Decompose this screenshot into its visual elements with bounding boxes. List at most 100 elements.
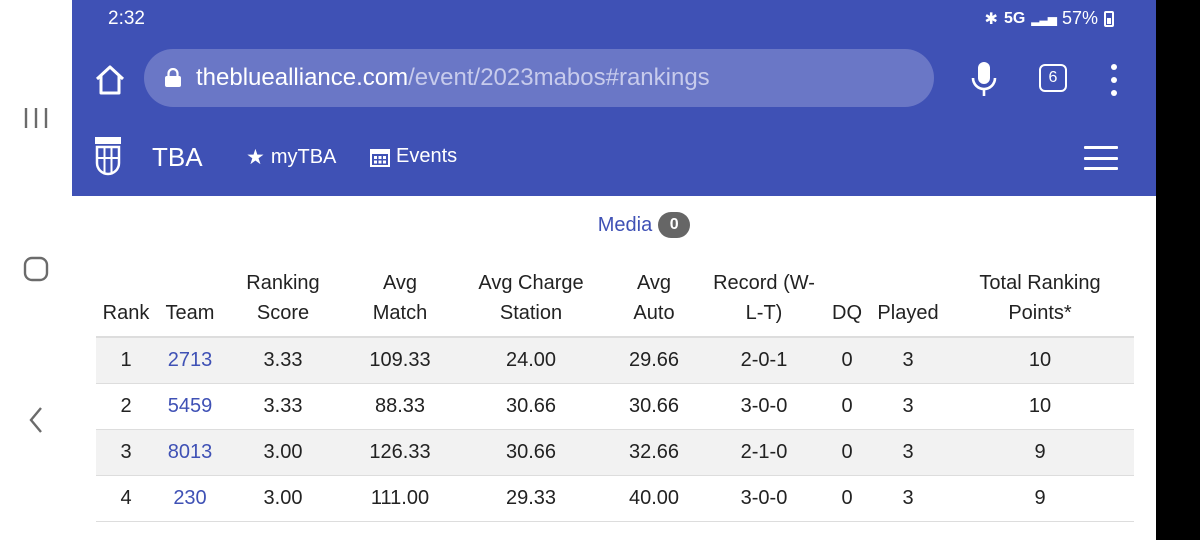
battery-percent: 57% [1061, 8, 1098, 28]
nav-events-label: Events [396, 145, 458, 167]
cell-avg-auto: 30.66 [604, 383, 704, 430]
media-tab-label: Media [597, 213, 653, 236]
cell-avg-match: 126.33 [342, 429, 458, 476]
menu-bar-icon [1084, 146, 1118, 149]
back-arrow-icon [29, 407, 42, 433]
recent-apps-icon [24, 108, 48, 128]
col-header-total-ranking-points[interactable]: Total Ranking Points* [946, 262, 1134, 338]
recent-apps-button[interactable] [14, 96, 58, 140]
more-options-button[interactable] [1102, 64, 1126, 96]
team-link[interactable]: 8013 [167, 440, 213, 463]
cell-record: 2-1-0 [704, 429, 824, 476]
team-link[interactable]: 230 [173, 486, 207, 509]
network-label: 5G [1003, 9, 1026, 27]
voice-search-button[interactable] [970, 60, 998, 100]
cell-team: 5459 [156, 383, 224, 430]
tab-switcher-button[interactable]: 6 [1039, 64, 1067, 92]
cell-record: 3-0-0 [704, 383, 824, 430]
media-tab[interactable]: Media 0 [72, 210, 1156, 240]
table-row: 3 8013 3.00 126.33 30.66 32.66 2-1-0 0 3… [96, 429, 1134, 476]
url-host: thebluealliance.com [196, 64, 409, 91]
system-back-button[interactable] [14, 398, 58, 442]
media-count-badge: 0 [658, 212, 691, 238]
table-row: 2 5459 3.33 88.33 30.66 30.66 3-0-0 0 3 … [96, 383, 1134, 430]
more-dot-icon [1111, 64, 1117, 70]
cell-total-ranking-points: 10 [946, 337, 1134, 384]
cell-played: 3 [870, 475, 946, 522]
cell-dq: 0 [824, 429, 870, 476]
menu-toggle-button[interactable] [1084, 146, 1118, 170]
nav-mytba-label: myTBA [270, 146, 337, 168]
cell-rank: 2 [96, 383, 156, 430]
bluetooth-icon: ✱ [984, 10, 998, 28]
cell-total-ranking-points: 10 [946, 383, 1134, 430]
team-link[interactable]: 2713 [167, 348, 213, 371]
tab-count: 6 [1048, 69, 1058, 86]
screen-edge [1156, 0, 1200, 540]
nav-events-link[interactable]: Events [370, 145, 457, 168]
col-header-dq[interactable]: DQ [824, 262, 870, 338]
browser-toolbar: thebluealliance.com/event/2023mabos#rank… [72, 38, 1156, 120]
cell-dq: 0 [824, 475, 870, 522]
col-header-avg-charge-station[interactable]: Avg Charge Station [458, 262, 604, 338]
status-time: 2:32 [108, 8, 145, 29]
col-header-avg-match[interactable]: Avg Match [342, 262, 458, 338]
cell-played: 3 [870, 429, 946, 476]
url-path: /event/2023mabos#rankings [408, 64, 710, 91]
cell-avg-auto: 29.66 [604, 337, 704, 384]
phone-screen: 2:32 ✱ 5G ▂▃▅ 57% thebluealliance.com/ev… [72, 0, 1156, 540]
star-icon: ★ [246, 146, 265, 169]
cell-avg-charge-station: 30.66 [458, 429, 604, 476]
nav-mytba-link[interactable]: ★ myTBA [246, 145, 336, 170]
lock-icon [165, 68, 181, 87]
cell-ranking-score: 3.00 [224, 429, 342, 476]
address-bar[interactable]: thebluealliance.com/event/2023mabos#rank… [144, 49, 934, 107]
browser-home-button[interactable] [92, 62, 128, 98]
site-brand[interactable]: TBA [152, 142, 203, 172]
cell-rank: 3 [96, 429, 156, 476]
tba-logo-icon[interactable] [94, 136, 122, 178]
battery-icon [1104, 10, 1114, 27]
menu-bar-icon [1084, 167, 1118, 170]
home-icon [95, 65, 125, 95]
team-link[interactable]: 5459 [167, 394, 213, 417]
col-header-rank[interactable]: Rank [96, 262, 156, 338]
cell-ranking-score: 3.33 [224, 383, 342, 430]
col-header-ranking-score[interactable]: Ranking Score [224, 262, 342, 338]
cell-dq: 0 [824, 337, 870, 384]
status-bar: 2:32 ✱ 5G ▂▃▅ 57% [72, 0, 1156, 38]
cell-dq: 0 [824, 383, 870, 430]
cell-played: 3 [870, 337, 946, 384]
calendar-icon [370, 148, 390, 167]
url-text: thebluealliance.com/event/2023mabos#rank… [196, 64, 710, 92]
cell-record: 2-0-1 [704, 337, 824, 384]
rankings-table: Rank Team Ranking Score Avg Match Avg Char… [96, 262, 1134, 522]
table-header-row: Rank Team Ranking Score Avg Match Avg Char… [96, 262, 1134, 338]
cell-played: 3 [870, 383, 946, 430]
cell-ranking-score: 3.00 [224, 475, 342, 522]
col-header-record[interactable]: Record (W- L-T) [704, 262, 824, 338]
cell-team: 230 [156, 475, 224, 522]
cell-total-ranking-points: 9 [946, 429, 1134, 476]
site-navbar: TBA ★ myTBA Events [72, 120, 1156, 196]
cell-team: 8013 [156, 429, 224, 476]
table-row: 4 230 3.00 111.00 29.33 40.00 3-0-0 0 3 … [96, 475, 1134, 522]
cell-rank: 4 [96, 475, 156, 522]
menu-bar-icon [1084, 156, 1118, 160]
table-row: 1 2713 3.33 109.33 24.00 29.66 2-0-1 0 3… [96, 337, 1134, 384]
cell-record: 3-0-0 [704, 475, 824, 522]
status-icons: ✱ 5G ▂▃▅ 57% [985, 8, 1114, 29]
cell-avg-charge-station: 29.33 [458, 475, 604, 522]
system-home-button[interactable] [14, 247, 58, 291]
cell-total-ranking-points: 9 [946, 475, 1134, 522]
cell-avg-charge-station: 24.00 [458, 337, 604, 384]
col-header-played[interactable]: Played [870, 262, 946, 338]
microphone-icon [971, 62, 997, 96]
signal-icon: ▂▃▅ [1031, 11, 1057, 26]
cell-avg-match: 109.33 [342, 337, 458, 384]
cell-avg-match: 88.33 [342, 383, 458, 430]
cell-avg-auto: 40.00 [604, 475, 704, 522]
col-header-avg-auto[interactable]: Avg Auto [604, 262, 704, 338]
more-dot-icon [1111, 90, 1117, 96]
col-header-team[interactable]: Team [156, 262, 224, 338]
